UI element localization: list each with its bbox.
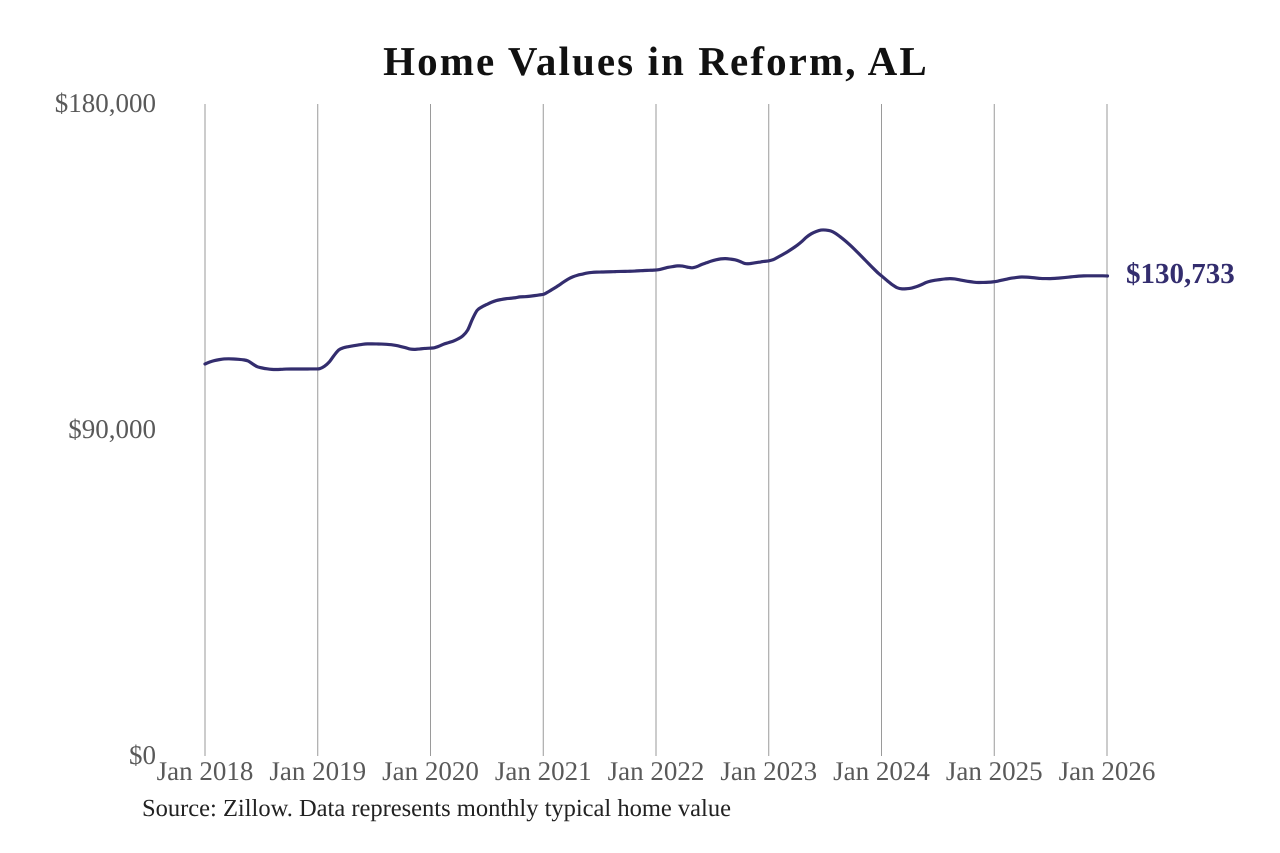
svg-text:Jan 2018: Jan 2018 [157,756,254,786]
svg-text:Jan 2025: Jan 2025 [946,756,1043,786]
svg-text:$130,733: $130,733 [1126,258,1235,290]
svg-text:Jan 2023: Jan 2023 [720,756,817,786]
svg-text:Jan 2019: Jan 2019 [269,756,366,786]
svg-text:Jan 2020: Jan 2020 [382,756,479,786]
svg-text:Jan 2024: Jan 2024 [833,756,930,786]
svg-text:$90,000: $90,000 [68,414,156,444]
svg-text:$180,000: $180,000 [55,88,156,118]
svg-text:Jan 2021: Jan 2021 [495,756,592,786]
svg-text:Jan 2026: Jan 2026 [1059,756,1156,786]
svg-text:Jan 2022: Jan 2022 [608,756,705,786]
svg-text:$0: $0 [129,740,156,770]
